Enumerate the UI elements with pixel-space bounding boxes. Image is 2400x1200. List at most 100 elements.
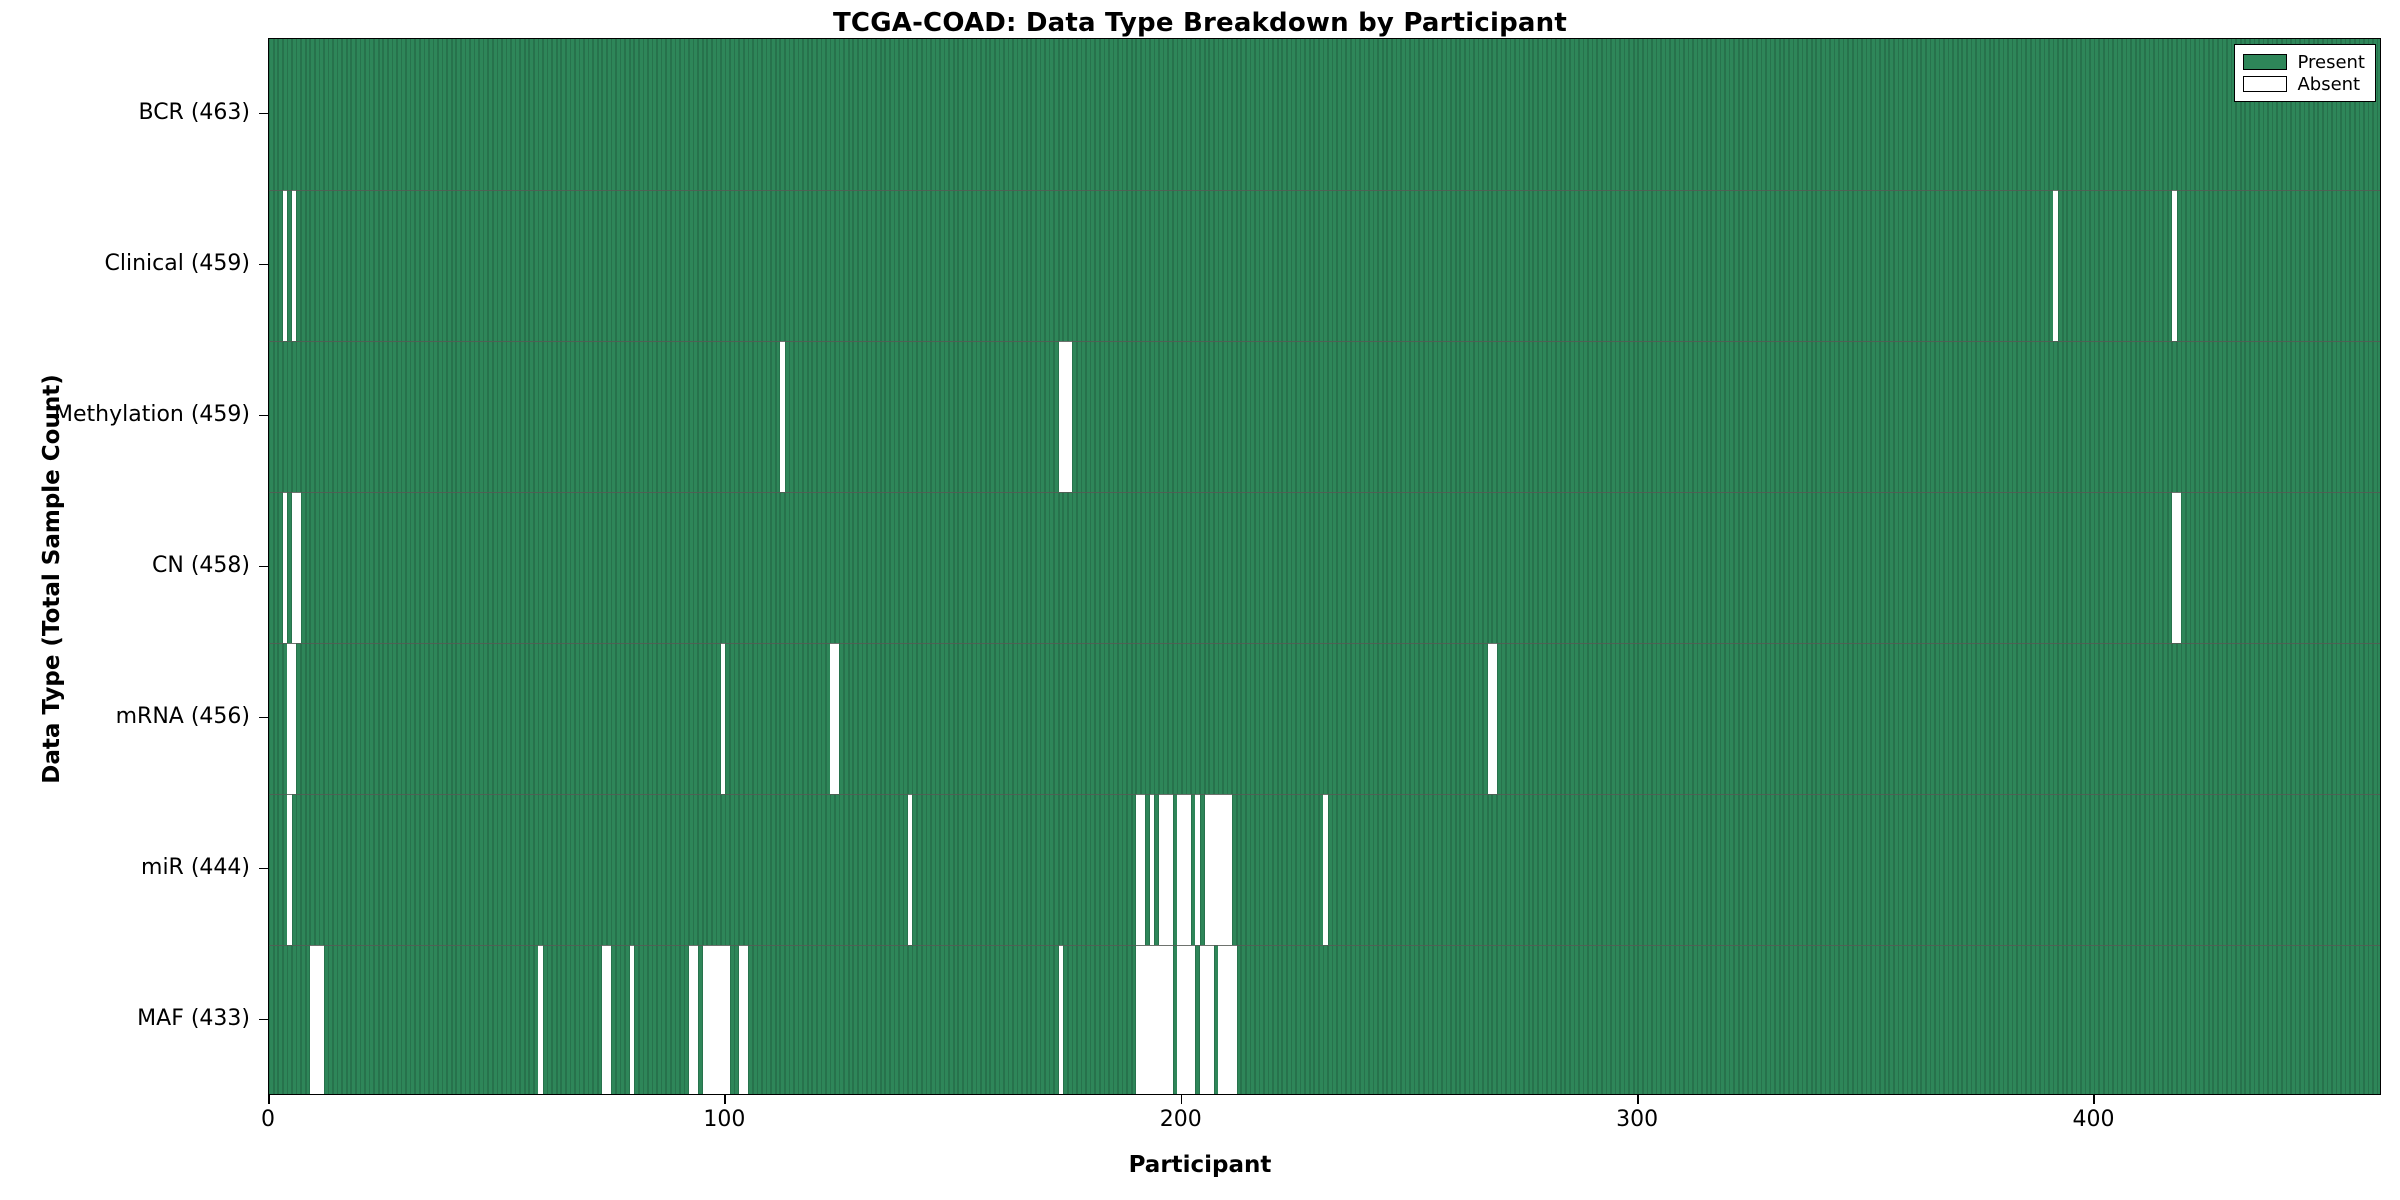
heatmap-cell-present (1464, 39, 1470, 190)
heatmap-cell-present (579, 190, 585, 341)
heatmap-cell-present (853, 39, 859, 190)
heatmap-cell-present (798, 39, 804, 190)
heatmap-cell-present (2377, 341, 2380, 492)
heatmap-cell-present (2322, 190, 2328, 341)
heatmap-cell-present (1660, 190, 1666, 341)
heatmap-cell-present (2350, 39, 2355, 190)
heatmap-row-cells (269, 794, 2380, 945)
heatmap-cell-present (520, 39, 525, 190)
heatmap-cell-present (1473, 190, 1479, 341)
heatmap-cell-present (1387, 39, 1393, 190)
heatmap-cell-present (1227, 39, 1233, 190)
heatmap-cell-present (1190, 190, 1196, 341)
heatmap-cell-present (1925, 39, 1931, 190)
heatmap-cell-present (369, 39, 375, 190)
heatmap-cell-present (410, 341, 416, 492)
heatmap-cell-present (866, 39, 872, 190)
heatmap-cell-present (593, 190, 598, 341)
heatmap-cell-present (1332, 39, 1338, 190)
heatmap-cell-present (1012, 190, 1018, 341)
heatmap-cell-present (1592, 190, 1598, 341)
heatmap-cell-present (2140, 39, 2146, 190)
heatmap-cell-present (2176, 190, 2182, 341)
heatmap-cell-present (1560, 39, 1566, 190)
x-tick-label: 400 (2072, 1107, 2115, 1132)
heatmap-cell-present (387, 341, 393, 492)
heatmap-cell-present (1117, 39, 1123, 190)
heatmap-cell-present (1245, 190, 1251, 341)
heatmap-cell-present (2003, 39, 2009, 190)
heatmap-cell-present (428, 190, 434, 341)
heatmap-cell-present (1300, 190, 1306, 341)
heatmap-cell-present (871, 190, 877, 341)
heatmap-cell-present (456, 190, 462, 341)
heatmap-cell-present (1829, 39, 1835, 190)
heatmap-cell-present (2121, 39, 2127, 190)
y-tick-label: miR (444) (141, 854, 250, 880)
heatmap-cell-present (999, 190, 1005, 341)
heatmap-cell-present (1190, 39, 1196, 190)
heatmap-cell-present (1213, 39, 1219, 190)
heatmap-cell-present (775, 190, 781, 341)
heatmap-cell-present (1711, 190, 1717, 341)
heatmap-cell-present (1300, 39, 1306, 190)
heatmap-cell-present (1930, 39, 1936, 190)
heatmap-cell-present (1747, 190, 1753, 341)
heatmap-cell-present (2071, 39, 2077, 190)
heatmap-cell-present (1090, 39, 1096, 190)
heatmap-cell-present (1241, 39, 1246, 190)
heatmap-cell-present (907, 39, 913, 190)
heatmap-cell-present (282, 341, 288, 492)
heatmap-cell-present (1236, 190, 1242, 341)
heatmap-cell-present (2149, 190, 2155, 341)
heatmap-cell-present (1665, 39, 1671, 190)
heatmap-cell-present (2217, 190, 2223, 341)
heatmap-cell-present (1273, 190, 1278, 341)
heatmap-cell-present (684, 190, 690, 341)
heatmap-row (269, 190, 2380, 341)
heatmap-cell-present (451, 341, 457, 492)
heatmap-cell-present (1163, 39, 1169, 190)
heatmap-cell-present (2062, 190, 2068, 341)
heatmap-cell-present (1601, 190, 1607, 341)
heatmap-cell-present (1592, 39, 1598, 190)
heatmap-cell-present (1752, 39, 1758, 190)
heatmap-cell-present (1008, 190, 1014, 341)
heatmap-cell-present (1957, 39, 1963, 190)
heatmap-cell-present (643, 190, 649, 341)
heatmap-cell-present (1747, 39, 1753, 190)
heatmap-row (269, 794, 2380, 945)
heatmap-cell-present (1469, 190, 1475, 341)
heatmap-cell-present (1939, 190, 1945, 341)
heatmap-cell-present (894, 39, 900, 190)
heatmap-cell-present (1647, 190, 1653, 341)
heatmap-cell-present (1250, 39, 1256, 190)
heatmap-cell-present (1309, 39, 1315, 190)
heatmap-cell-present (1204, 39, 1210, 190)
heatmap-cell-present (1323, 190, 1329, 341)
heatmap-cell-present (1409, 190, 1415, 341)
heatmap-cell-present (2254, 39, 2260, 190)
heatmap-cell-present (1784, 190, 1790, 341)
heatmap-cell-present (1350, 39, 1356, 190)
legend-item-absent: Absent (2243, 73, 2365, 95)
heatmap-cell-present (1090, 190, 1096, 341)
heatmap-cell-present (679, 190, 685, 341)
heatmap-cell-present (775, 39, 781, 190)
heatmap-cell-present (720, 190, 726, 341)
heatmap-cell-present (300, 190, 306, 341)
heatmap-cell-present (442, 190, 448, 341)
heatmap-cell-present (2158, 190, 2164, 341)
heatmap-cell-present (1314, 190, 1319, 341)
heatmap-cell-present (675, 190, 681, 341)
heatmap-cell-present (1286, 190, 1292, 341)
heatmap-cell-present (1761, 190, 1767, 341)
heatmap-cell-present (583, 190, 589, 341)
heatmap-cell-present (1569, 39, 1575, 190)
heatmap-cell-present (602, 341, 608, 492)
heatmap-cell-present (1733, 39, 1739, 190)
heatmap-cell-present (1464, 190, 1470, 341)
heatmap-cell-present (332, 341, 338, 492)
heatmap-cell-present (743, 190, 749, 341)
heatmap-cell-present (1149, 39, 1155, 190)
